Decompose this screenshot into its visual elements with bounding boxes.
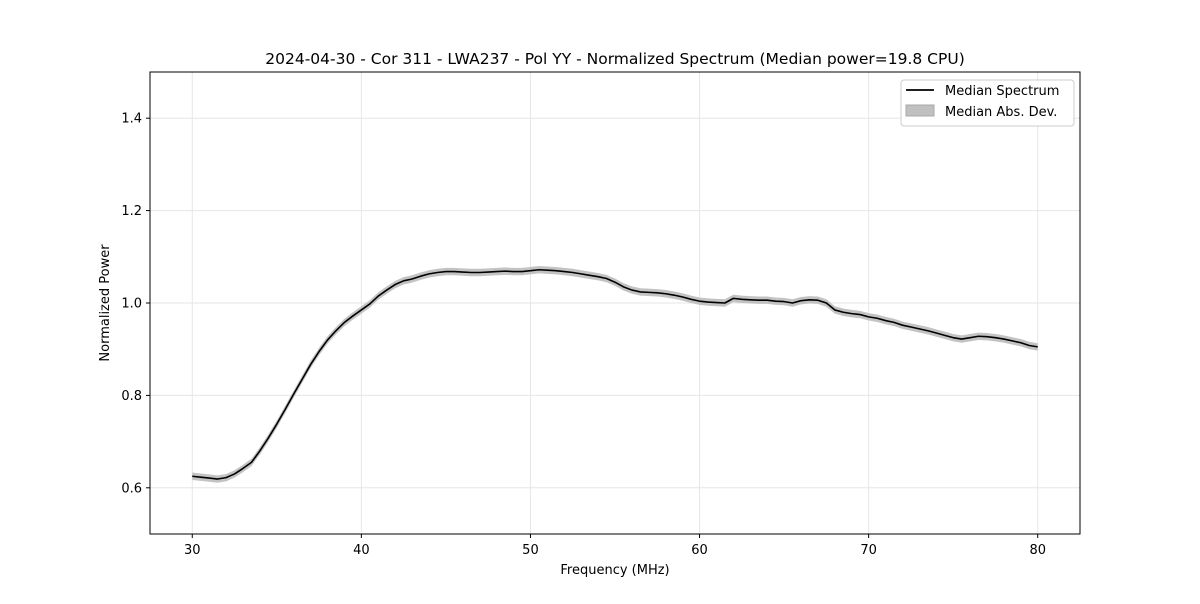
x-tick-label: 80: [1029, 543, 1046, 558]
median-spectrum-line: [192, 268, 1038, 480]
mad-band: [192, 266, 1038, 483]
x-tick-label: 50: [522, 543, 539, 558]
median-line-layer: [192, 268, 1038, 480]
legend-band-swatch: [905, 104, 935, 117]
legend-label-median: Median Spectrum: [945, 84, 1059, 99]
y-ticks: 0.6 0.8 1.0 1.2 1.4: [121, 112, 150, 496]
x-axis-label: Frequency (MHz): [560, 563, 669, 578]
grid: [150, 72, 1080, 534]
y-tick-label: 0.8: [121, 389, 142, 404]
x-tick-label: 60: [691, 543, 708, 558]
y-tick-label: 1.0: [121, 297, 142, 312]
y-tick-label: 1.2: [121, 204, 142, 219]
y-tick-label: 1.4: [121, 112, 142, 127]
mad-band-layer: [192, 266, 1038, 483]
legend: Median Spectrum Median Abs. Dev.: [900, 79, 1075, 127]
x-tick-label: 70: [860, 543, 877, 558]
x-tick-label: 30: [184, 543, 201, 558]
x-tick-label: 40: [353, 543, 370, 558]
legend-box: [900, 79, 1075, 127]
y-tick-label: 0.6: [121, 481, 142, 496]
chart-title: 2024-04-30 - Cor 311 - LWA237 - Pol YY -…: [265, 50, 965, 68]
legend-label-mad: Median Abs. Dev.: [945, 105, 1057, 120]
y-axis-label: Normalized Power: [98, 244, 113, 362]
x-ticks: 30 40 50 60 70 80: [184, 534, 1046, 558]
